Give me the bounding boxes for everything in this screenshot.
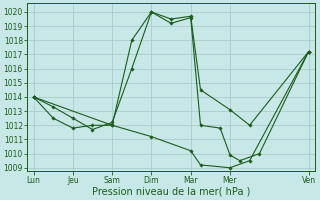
X-axis label: Pression niveau de la mer( hPa ): Pression niveau de la mer( hPa ): [92, 187, 250, 197]
